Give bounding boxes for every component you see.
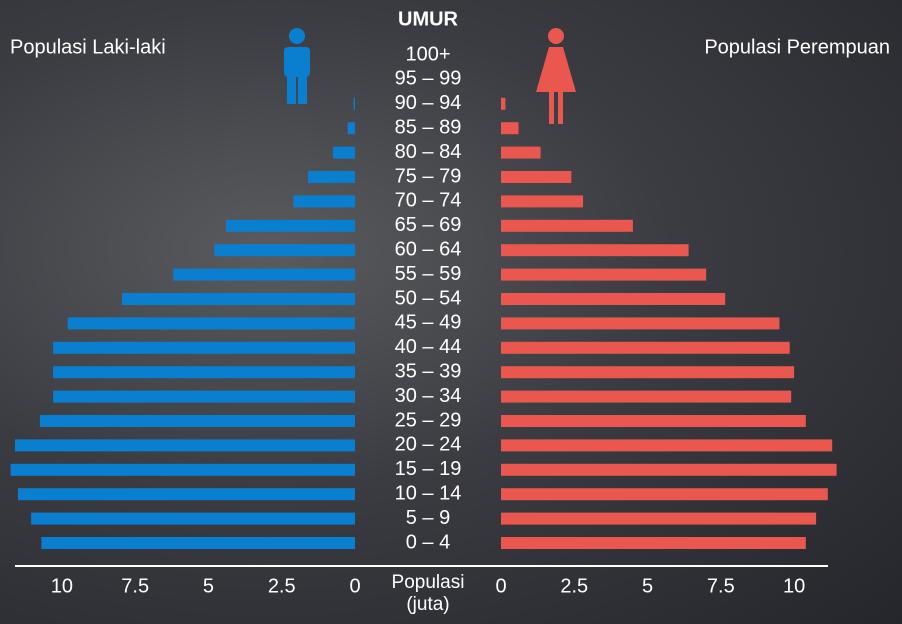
bar <box>41 537 355 549</box>
bar <box>31 513 355 525</box>
bar <box>501 513 816 525</box>
legend-female: Populasi Perempuan <box>704 36 890 58</box>
bar <box>348 122 355 134</box>
x-tick-label: 0 <box>349 575 360 597</box>
bar <box>40 415 355 427</box>
category-label: 10 – 14 <box>395 482 462 504</box>
category-label: 0 – 4 <box>406 531 450 553</box>
category-label: 35 – 39 <box>395 360 462 382</box>
category-label: 45 – 49 <box>395 312 462 334</box>
x-tick-label: 2.5 <box>560 575 588 597</box>
chart: UMUR Populasi Laki-laki Populasi Perempu… <box>0 0 902 624</box>
category-label: 50 – 54 <box>395 287 462 309</box>
x-tick-label: 7.5 <box>121 575 149 597</box>
bar <box>501 488 828 500</box>
chart-title: UMUR <box>398 8 459 30</box>
bar <box>501 439 832 451</box>
x-tick-label: 10 <box>783 575 805 597</box>
category-label: 95 – 99 <box>395 68 462 90</box>
category-label: 65 – 69 <box>395 214 462 236</box>
category-label: 85 – 89 <box>395 116 462 138</box>
bar <box>122 293 355 305</box>
bar <box>214 244 355 256</box>
bar <box>501 366 794 378</box>
category-label: 100+ <box>405 43 450 65</box>
category-label: 40 – 44 <box>395 336 462 358</box>
legend-male: Populasi Laki-laki <box>10 36 166 58</box>
bar <box>354 98 355 110</box>
bar <box>501 293 725 305</box>
bar <box>501 195 583 207</box>
category-label: 90 – 94 <box>395 92 462 114</box>
bar <box>293 195 355 207</box>
bar <box>501 244 689 256</box>
category-label: 55 – 59 <box>395 263 462 285</box>
category-label: 20 – 24 <box>395 434 462 456</box>
category-label: 75 – 79 <box>395 165 462 187</box>
category-label: 5 – 9 <box>406 507 450 529</box>
bar <box>501 537 806 549</box>
bar <box>226 220 355 232</box>
x-tick-label: 5 <box>203 575 214 597</box>
bar <box>501 391 791 403</box>
x-tick-label: 5 <box>642 575 653 597</box>
bar <box>15 439 355 451</box>
x-tick-label: 0 <box>495 575 506 597</box>
bar <box>501 122 519 134</box>
bar <box>501 269 706 281</box>
category-label: 70 – 74 <box>395 190 462 212</box>
bar <box>501 415 806 427</box>
category-label: 30 – 34 <box>395 385 462 407</box>
bar <box>11 464 355 476</box>
female-icon <box>536 28 576 124</box>
bar <box>53 366 355 378</box>
bar <box>333 147 355 159</box>
category-label: 25 – 29 <box>395 409 462 431</box>
category-label: 80 – 84 <box>395 141 462 163</box>
bar <box>173 269 355 281</box>
bar <box>18 488 355 500</box>
bar <box>501 147 541 159</box>
bar <box>501 342 790 354</box>
bar <box>501 464 837 476</box>
bar <box>68 317 355 329</box>
bar <box>501 220 633 232</box>
bar <box>501 171 571 183</box>
male-icon <box>284 28 310 104</box>
x-tick-label: 2.5 <box>268 575 296 597</box>
bar <box>501 98 505 110</box>
bar <box>53 342 355 354</box>
bar <box>501 317 779 329</box>
category-label: 15 – 19 <box>395 458 462 480</box>
x-tick-label: 10 <box>51 575 73 597</box>
x-tick-label: 7.5 <box>707 575 735 597</box>
bar <box>53 391 355 403</box>
x-axis-label: Populasi (juta) <box>378 572 478 616</box>
bar <box>308 171 355 183</box>
category-label: 60 – 64 <box>395 238 462 260</box>
page: UMUR Populasi Laki-laki Populasi Perempu… <box>0 0 902 624</box>
